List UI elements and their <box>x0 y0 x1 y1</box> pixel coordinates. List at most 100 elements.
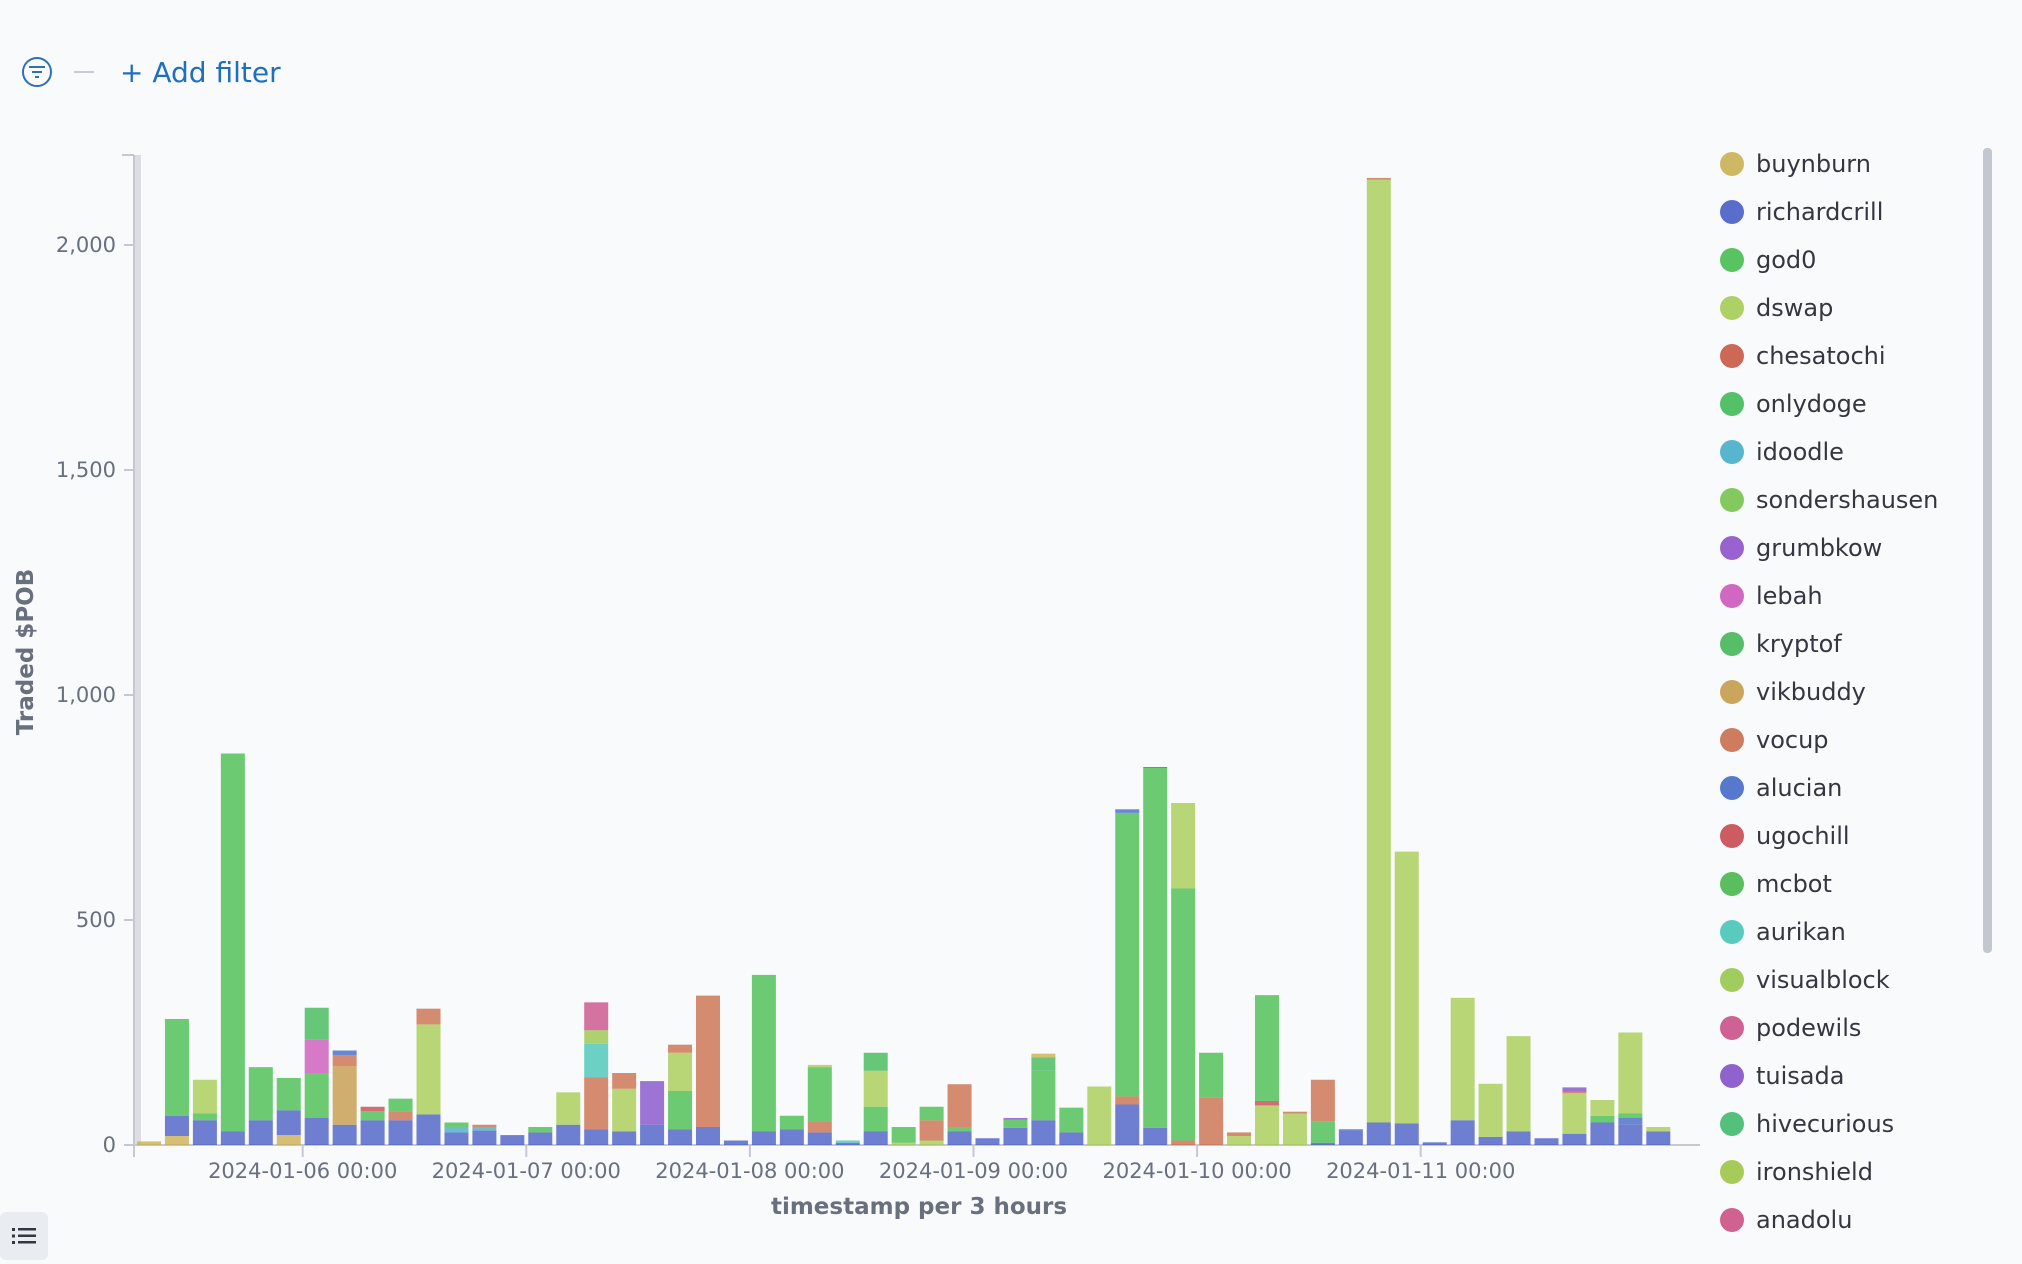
bar-stack[interactable] <box>556 1092 581 1145</box>
bar-stack[interactable] <box>1143 767 1168 1145</box>
bar-segment-alucian[interactable] <box>1338 1129 1363 1131</box>
legend-item-buynburn[interactable]: buynburn <box>1718 140 1968 188</box>
legend-item-mcbot[interactable]: mcbot <box>1718 860 1968 908</box>
bar-segment-richardcrill[interactable] <box>1590 1122 1615 1146</box>
bar-stack[interactable] <box>276 1077 301 1145</box>
bar-stack[interactable] <box>1450 997 1475 1145</box>
bar-segment-richardcrill[interactable] <box>1534 1138 1559 1145</box>
bar-segment-god0[interactable] <box>1590 1115 1615 1123</box>
bar-segment-dswap[interactable] <box>1478 1083 1503 1137</box>
bar-stack[interactable] <box>919 1106 944 1145</box>
bar-segment-vocup[interactable] <box>416 1008 441 1025</box>
bar-segment-dswap[interactable] <box>1366 179 1391 1123</box>
legend-item-alucian[interactable]: alucian <box>1718 764 1968 812</box>
legend-item-vikbuddy[interactable]: vikbuddy <box>1718 668 1968 716</box>
bar-segment-onlydoge[interactable] <box>304 1007 329 1040</box>
bar-segment-richardcrill[interactable] <box>388 1120 413 1145</box>
legend-item-idoodle[interactable]: idoodle <box>1718 428 1968 476</box>
bar-segment-richardcrill[interactable] <box>304 1118 329 1145</box>
bar-segment-god0[interactable] <box>444 1122 469 1128</box>
bar-stack[interactable] <box>1227 1132 1252 1145</box>
legend-item-anadolu[interactable]: anadolu <box>1718 1196 1968 1244</box>
bar-stack[interactable] <box>500 1135 525 1145</box>
bar-segment-richardcrill[interactable] <box>248 1120 273 1145</box>
bar-segment-richardcrill[interactable] <box>1310 1142 1335 1145</box>
legend-scrollbar[interactable] <box>1983 148 1992 953</box>
legend-item-richardcrill[interactable]: richardcrill <box>1718 188 1968 236</box>
bar-segment-aurikan[interactable] <box>835 1140 860 1143</box>
bar-segment-richardcrill[interactable] <box>164 1115 189 1136</box>
bar-segment-richardcrill[interactable] <box>807 1132 832 1145</box>
bar-segment-richardcrill[interactable] <box>444 1132 469 1145</box>
bar-segment-vocup[interactable] <box>472 1124 497 1127</box>
bar-stack[interactable] <box>1003 1118 1028 1145</box>
bar-stack[interactable] <box>137 1141 161 1145</box>
bar-segment-alucian[interactable] <box>1115 809 1140 813</box>
bar-stack[interactable] <box>304 1007 329 1145</box>
bar-segment-vocup[interactable] <box>584 1077 609 1130</box>
bar-stack[interactable] <box>248 1067 273 1145</box>
bar-segment-idoodle[interactable] <box>472 1127 497 1131</box>
bar-segment-idoodle[interactable] <box>444 1127 469 1133</box>
bar-stack[interactable] <box>863 1052 888 1145</box>
legend-item-grumbkow[interactable]: grumbkow <box>1718 524 1968 572</box>
legend-item-tuisada[interactable]: tuisada <box>1718 1052 1968 1100</box>
add-filter-button[interactable]: + Add filter <box>120 55 281 89</box>
bar-segment-vocup[interactable] <box>612 1073 637 1089</box>
bar-segment-god0[interactable] <box>919 1106 944 1121</box>
legend-item-lebah[interactable]: lebah <box>1718 572 1968 620</box>
filter-menu-icon[interactable] <box>22 57 52 87</box>
bar-stack[interactable] <box>192 1079 217 1145</box>
bar-segment-lebah[interactable] <box>304 1039 329 1073</box>
bar-segment-god0[interactable] <box>1618 1113 1643 1119</box>
bar-segment-richardcrill[interactable] <box>1450 1120 1475 1145</box>
bar-stack[interactable] <box>528 1127 553 1145</box>
bar-segment-god0[interactable] <box>1255 995 1279 1101</box>
bar-segment-richardcrill[interactable] <box>947 1131 972 1146</box>
bar-segment-richardcrill[interactable] <box>472 1130 497 1145</box>
bar-stack[interactable] <box>1087 1086 1112 1146</box>
legend-item-vocup[interactable]: vocup <box>1718 716 1968 764</box>
bar-segment-god0[interactable] <box>360 1111 385 1121</box>
bar-segment-god0[interactable] <box>1115 812 1140 1097</box>
bar-segment-dswap[interactable] <box>1562 1093 1587 1134</box>
bar-stack[interactable] <box>835 1140 860 1146</box>
bar-segment-vocup[interactable] <box>1171 1140 1196 1146</box>
bar-segment-dswap[interactable] <box>807 1064 832 1068</box>
bar-segment-richardcrill[interactable] <box>779 1129 804 1145</box>
bar-stack[interactable] <box>1199 1052 1224 1145</box>
legend-toggle-button[interactable] <box>0 1212 48 1260</box>
bar-stack[interactable] <box>1394 851 1419 1145</box>
legend-item-hivecurious[interactable]: hivecurious <box>1718 1100 1968 1148</box>
bar-stack[interactable] <box>891 1127 916 1145</box>
bar-segment-dswap[interactable] <box>1646 1127 1671 1132</box>
legend-item-onlydoge[interactable]: onlydoge <box>1718 380 1968 428</box>
bar-segment-god0[interactable] <box>807 1067 832 1122</box>
bar-segment-richardcrill[interactable] <box>696 1127 720 1145</box>
bar-segment-dswap[interactable] <box>1171 803 1196 889</box>
bar-segment-dswap[interactable] <box>612 1088 637 1132</box>
bar-stack[interactable] <box>472 1124 497 1145</box>
bar-segment-dswap[interactable] <box>1618 1032 1643 1114</box>
bar-segment-god0[interactable] <box>1003 1119 1028 1128</box>
bar-segment-buynburn[interactable] <box>137 1141 161 1145</box>
legend-item-ironshield[interactable]: ironshield <box>1718 1148 1968 1196</box>
bar-stack[interactable] <box>444 1122 469 1146</box>
bar-stack[interactable] <box>1255 995 1279 1145</box>
bar-segment-richardcrill[interactable] <box>1031 1120 1056 1145</box>
bar-segment-dswap[interactable] <box>891 1142 916 1145</box>
bar-segment-richardcrill[interactable] <box>1338 1130 1363 1145</box>
bar-segment-tuisada[interactable] <box>1003 1118 1028 1120</box>
bar-segment-god0[interactable] <box>863 1106 888 1132</box>
bar-segment-richardcrill[interactable] <box>1422 1142 1447 1145</box>
bar-segment-dswap[interactable] <box>556 1092 581 1125</box>
bar-segment-dswap[interactable] <box>668 1052 693 1091</box>
bar-segment-dswap[interactable] <box>1450 997 1475 1121</box>
bar-stack[interactable] <box>332 1050 357 1146</box>
bar-stack[interactable] <box>1590 1100 1615 1146</box>
bar-segment-onlydoge[interactable] <box>863 1052 888 1071</box>
bar-segment-buynburn[interactable] <box>164 1136 189 1145</box>
bar-segment-ugochill[interactable] <box>1255 1100 1279 1106</box>
bar-segment-richardcrill[interactable] <box>1115 1104 1140 1146</box>
bar-segment-dswap[interactable] <box>1227 1136 1252 1145</box>
